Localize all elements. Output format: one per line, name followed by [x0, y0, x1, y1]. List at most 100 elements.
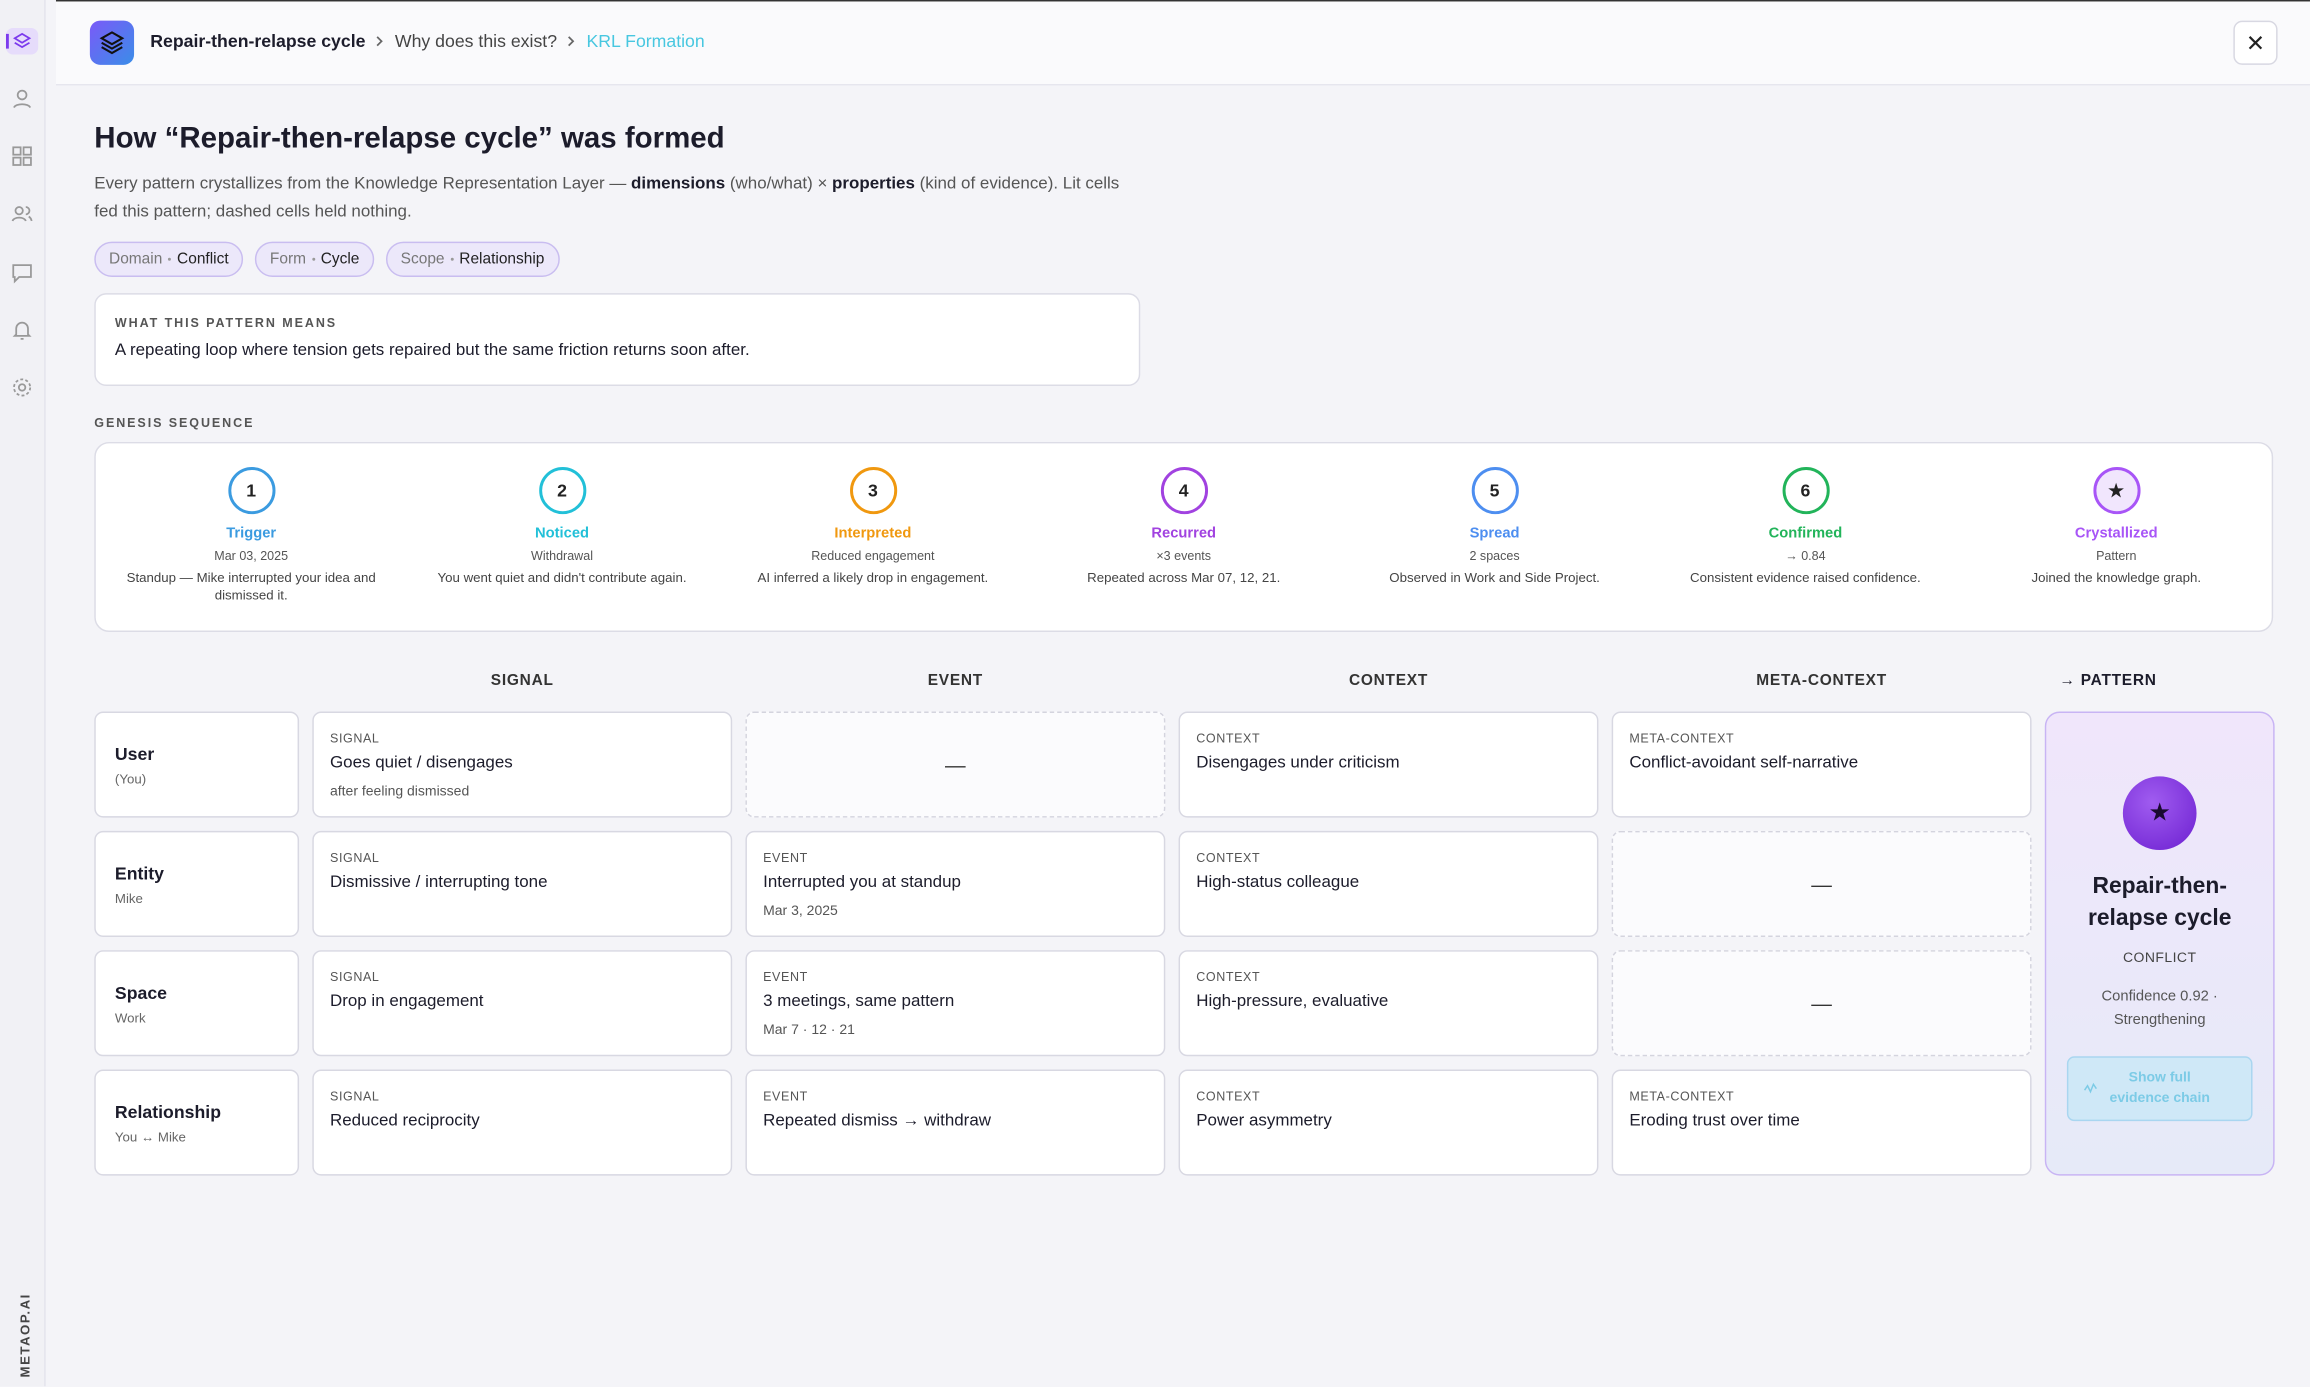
step-marker: 3 [849, 467, 897, 515]
step-title: Confirmed [1768, 525, 1843, 543]
step-title: Crystallized [2074, 525, 2158, 543]
column-header: META-CONTEXT [1756, 671, 1887, 690]
tag-key: Domain [109, 250, 163, 269]
lit-cell: CONTEXT Power asymmetry [1178, 1069, 1599, 1176]
nav-profile[interactable] [10, 87, 34, 111]
step-meta: 2 spaces [1469, 548, 1520, 563]
cell-text: Drop in engagement [329, 992, 484, 1011]
cell-text: Eroding trust over time [1629, 1112, 1800, 1130]
description-text: properties [832, 175, 915, 193]
separator-dot [450, 257, 454, 261]
lit-cell: CONTEXT High-status colleague [1178, 830, 1599, 937]
lit-cell: SIGNAL Goes quiet / disengages after feeli… [312, 711, 733, 818]
row-name: Entity [114, 863, 165, 884]
cell-text: Interrupted you at standup [763, 873, 961, 892]
tag-value: Relationship [459, 250, 545, 269]
chevron [376, 36, 383, 47]
pattern-status: Confidence 0.92 · Strengthening [2101, 988, 2218, 1029]
row-sub: (You) [114, 771, 147, 787]
breadcrumb-item[interactable]: KRL Formation [586, 30, 705, 52]
lit-cell: SIGNAL Drop in engagement [312, 950, 733, 1057]
cell-note: Mar 3, 2025 [763, 903, 838, 920]
step-detail: Consistent evidence raised confidence. [1690, 570, 1921, 585]
column-header: EVENT [927, 671, 983, 690]
row-label: User (You) [94, 711, 300, 818]
cell-text: Goes quiet / disengages [329, 754, 513, 772]
step-detail: You went quiet and didn't contribute aga… [437, 570, 687, 585]
cell-kind: SIGNAL [329, 850, 380, 865]
cell-kind: SIGNAL [329, 1088, 380, 1104]
description-text: (kind of evidence). Lit cells fed this p… [94, 175, 1120, 221]
breadcrumb-item[interactable]: Repair-then-relapse cycle [150, 30, 366, 52]
separator-dot [311, 257, 315, 261]
genesis-sequence: 1 Trigger Mar 03, 2025 Standup — Mike inter… [94, 441, 2274, 633]
button-icon [2083, 1082, 2097, 1094]
lit-cell: CONTEXT High-pressure, evaluative [1178, 950, 1599, 1057]
nav-alerts[interactable] [10, 318, 34, 342]
cell-note: after feeling dismissed [329, 783, 470, 800]
logo [89, 20, 135, 65]
nav-people[interactable] [10, 202, 34, 226]
empty-cell: — [1611, 950, 2032, 1057]
step-detail: Observed in Work and Side Project. [1389, 570, 1600, 585]
row-name: Space [114, 982, 168, 1004]
genesis-step: 3 Interpreted Reduced engagement AI inferre… [717, 443, 1028, 630]
tag-key: Scope [400, 250, 445, 269]
description-text: dimensions [631, 175, 726, 193]
step-meta: Pattern [2096, 548, 2137, 563]
section-label: GENESIS SEQUENCE [94, 415, 255, 431]
nav-grid[interactable] [10, 144, 34, 168]
row-label: Entity Mike [94, 830, 300, 937]
step-title: Noticed [535, 525, 590, 543]
row-name: Relationship [114, 1101, 222, 1123]
tag: Scope Relationship [385, 241, 560, 277]
genesis-step: 5 Spread 2 spaces Observed in Work and Side… [1339, 443, 1650, 630]
krl-grid: SIGNAL EVENT CONTEXT META-CONTEXT → PATTERN U… [94, 663, 2275, 1176]
cell-text: Disengages under criticism [1196, 754, 1400, 772]
close-button[interactable] [2233, 20, 2278, 65]
genesis-step: 6 Confirmed → 0.84 Consistent evidence rais… [1650, 443, 1961, 630]
brand: METAOP.AI [17, 1293, 33, 1378]
cell-kind: EVENT [763, 969, 808, 985]
tag-value: Cycle [320, 250, 360, 269]
genesis-step: 2 Noticed Withdrawal You went quiet and did… [407, 443, 718, 630]
tag-key: Form [269, 250, 306, 269]
empty-cell: — [745, 711, 1166, 818]
cell-kind: CONTEXT [1196, 730, 1261, 746]
column-header: CONTEXT [1348, 671, 1429, 690]
cell-text: Reduced reciprocity [329, 1112, 480, 1130]
evidence-button[interactable]: Show full evidence chain [2066, 1056, 2253, 1122]
genesis-step: ★ Crystallized Pattern Joined the knowledge… [1961, 443, 2272, 630]
tags: Domain Conflict Form Cycle Scope Relationship [94, 241, 560, 277]
cell-text: Repeated dismiss → withdraw [763, 1112, 991, 1130]
step-title: Trigger [226, 525, 277, 543]
cell-text: 3 meetings, same pattern [763, 992, 955, 1011]
empty-cell: — [1611, 830, 2032, 937]
cell-kind: EVENT [763, 1088, 808, 1104]
pattern-icon: ★ [2122, 776, 2197, 851]
lit-cell: SIGNAL Dismissive / interrupting tone [312, 830, 733, 937]
nav-layers[interactable] [5, 27, 39, 55]
row-label: Relationship You ↔ Mike [94, 1069, 300, 1176]
cell-text: Dismissive / interrupting tone [329, 873, 548, 892]
cell-kind: CONTEXT [1196, 850, 1261, 865]
nav-messages[interactable] [10, 261, 34, 285]
separator-dot [168, 257, 172, 261]
step-title: Interpreted [834, 525, 912, 543]
cell-text: High-pressure, evaluative [1196, 992, 1389, 1011]
breadcrumb-item[interactable]: Why does this exist? [394, 30, 558, 52]
row-sub: Mike [114, 891, 143, 907]
nav-settings[interactable] [10, 376, 34, 400]
lit-cell: EVENT Interrupted you at standup Mar 3, 20… [745, 830, 1166, 937]
section-label: WHAT THIS PATTERN MEANS [114, 315, 338, 330]
description-text: (who/what) × [725, 175, 833, 193]
genesis-step: 4 Recurred ×3 events Repeated across Mar 07… [1028, 443, 1339, 630]
description: Every pattern crystallizes from the Know… [94, 171, 1143, 227]
pattern-category: CONFLICT [2122, 950, 2197, 967]
chevron [568, 36, 575, 47]
pattern-name: Repair-then-relapse cycle [2087, 873, 2232, 932]
cell-kind: EVENT [763, 850, 808, 865]
